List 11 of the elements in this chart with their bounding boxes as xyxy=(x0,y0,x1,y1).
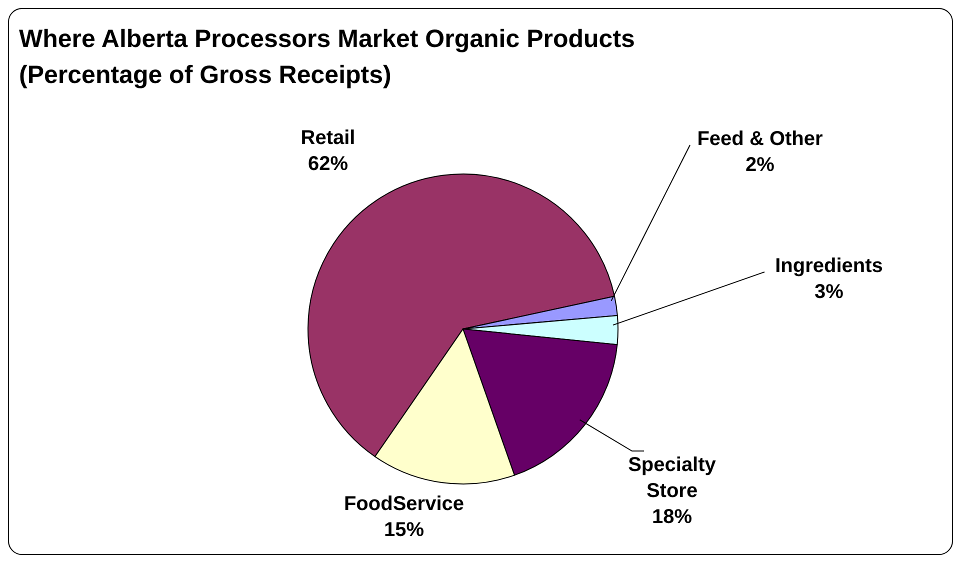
data-label: 18% xyxy=(652,506,692,528)
data-label: 15% xyxy=(384,519,424,541)
data-label: 3% xyxy=(814,281,844,303)
slice-label: Ingredients xyxy=(775,255,883,277)
slice-label: Retail xyxy=(300,127,356,149)
slice-label: Specialty Store xyxy=(628,454,717,502)
data-label: 62% xyxy=(308,153,348,175)
slice-label: FoodService xyxy=(344,493,464,515)
chart-title: Where Alberta Processors Market Organic Products (Percentage of Gross Receipts) xyxy=(19,24,636,91)
data-label: 2% xyxy=(746,154,775,176)
slice-label: Feed & Other xyxy=(697,128,824,150)
